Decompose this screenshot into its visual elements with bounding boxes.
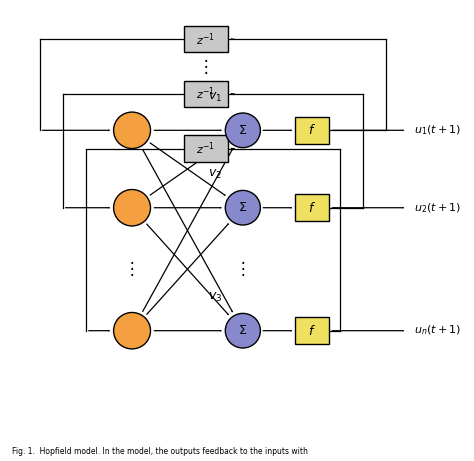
Text: ⋮: ⋮ bbox=[198, 58, 214, 76]
Text: $u_1(t+1)$: $u_1(t+1)$ bbox=[414, 124, 461, 137]
Text: $z^{-1}$: $z^{-1}$ bbox=[196, 86, 216, 102]
Circle shape bbox=[114, 313, 151, 349]
Text: $v_3$: $v_3$ bbox=[208, 291, 222, 304]
Text: $v_2$: $v_2$ bbox=[208, 168, 222, 181]
Text: $u_n(t+1)$: $u_n(t+1)$ bbox=[414, 324, 461, 337]
Circle shape bbox=[114, 189, 151, 226]
Text: $f$: $f$ bbox=[308, 123, 316, 137]
FancyBboxPatch shape bbox=[184, 26, 228, 53]
Text: ⋮: ⋮ bbox=[235, 260, 251, 278]
Text: $f$: $f$ bbox=[308, 324, 316, 338]
FancyBboxPatch shape bbox=[184, 136, 228, 162]
Text: $z^{-1}$: $z^{-1}$ bbox=[196, 31, 216, 47]
Text: ⋮: ⋮ bbox=[124, 260, 140, 278]
Text: Fig. 1.  Hopfield model. In the model, the outputs feedback to the inputs with: Fig. 1. Hopfield model. In the model, th… bbox=[12, 447, 308, 456]
Text: $\Sigma$: $\Sigma$ bbox=[238, 124, 247, 137]
FancyBboxPatch shape bbox=[295, 194, 329, 221]
Text: $\Sigma$: $\Sigma$ bbox=[238, 201, 247, 214]
FancyBboxPatch shape bbox=[184, 81, 228, 107]
FancyBboxPatch shape bbox=[295, 117, 329, 144]
FancyBboxPatch shape bbox=[295, 317, 329, 344]
Circle shape bbox=[225, 113, 260, 148]
Text: $f$: $f$ bbox=[308, 201, 316, 215]
Circle shape bbox=[225, 190, 260, 225]
Circle shape bbox=[225, 313, 260, 348]
Circle shape bbox=[114, 112, 151, 148]
Text: $\Sigma$: $\Sigma$ bbox=[238, 324, 247, 337]
Text: $z^{-1}$: $z^{-1}$ bbox=[196, 140, 216, 157]
Text: $v_1$: $v_1$ bbox=[208, 91, 222, 104]
Text: $u_2(t+1)$: $u_2(t+1)$ bbox=[414, 201, 461, 214]
